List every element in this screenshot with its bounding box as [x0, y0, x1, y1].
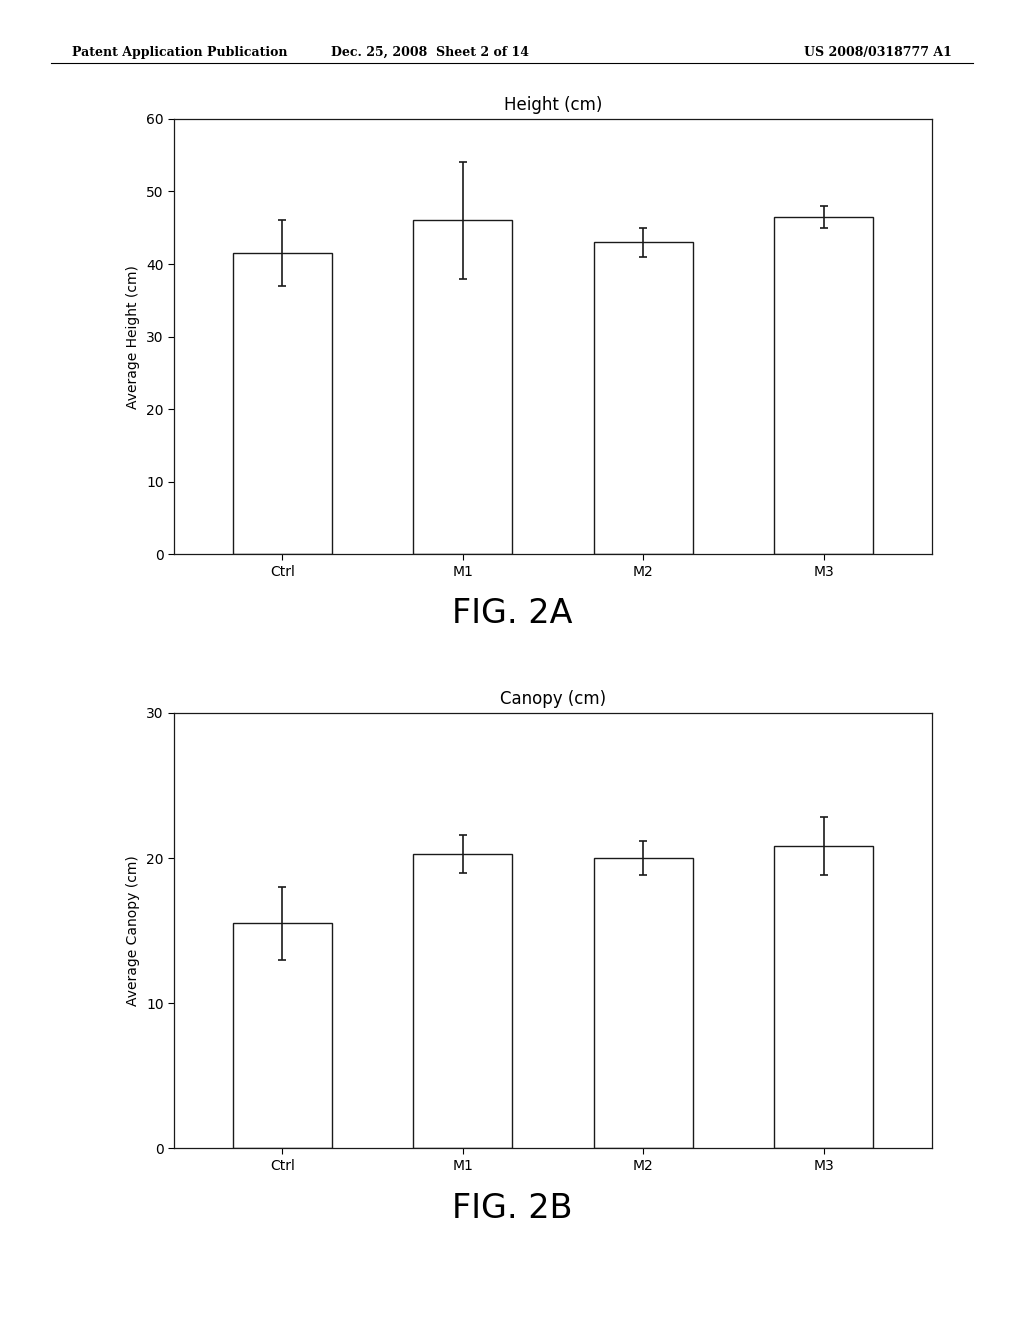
Bar — [774, 846, 873, 1148]
Text: Dec. 25, 2008  Sheet 2 of 14: Dec. 25, 2008 Sheet 2 of 14 — [331, 46, 529, 59]
Bar — [594, 858, 693, 1148]
Title: Canopy (cm): Canopy (cm) — [500, 690, 606, 709]
Bar — [774, 216, 873, 554]
Text: US 2008/0318777 A1: US 2008/0318777 A1 — [805, 46, 952, 59]
Bar — [232, 924, 332, 1148]
Text: FIG. 2B: FIG. 2B — [452, 1192, 572, 1225]
Text: Patent Application Publication: Patent Application Publication — [72, 46, 287, 59]
Bar — [232, 253, 332, 554]
Bar — [594, 243, 693, 554]
Y-axis label: Average Height (cm): Average Height (cm) — [127, 265, 140, 408]
Y-axis label: Average Canopy (cm): Average Canopy (cm) — [127, 855, 140, 1006]
Bar — [413, 220, 512, 554]
Title: Height (cm): Height (cm) — [504, 96, 602, 115]
Text: FIG. 2A: FIG. 2A — [452, 597, 572, 630]
Bar — [413, 854, 512, 1148]
